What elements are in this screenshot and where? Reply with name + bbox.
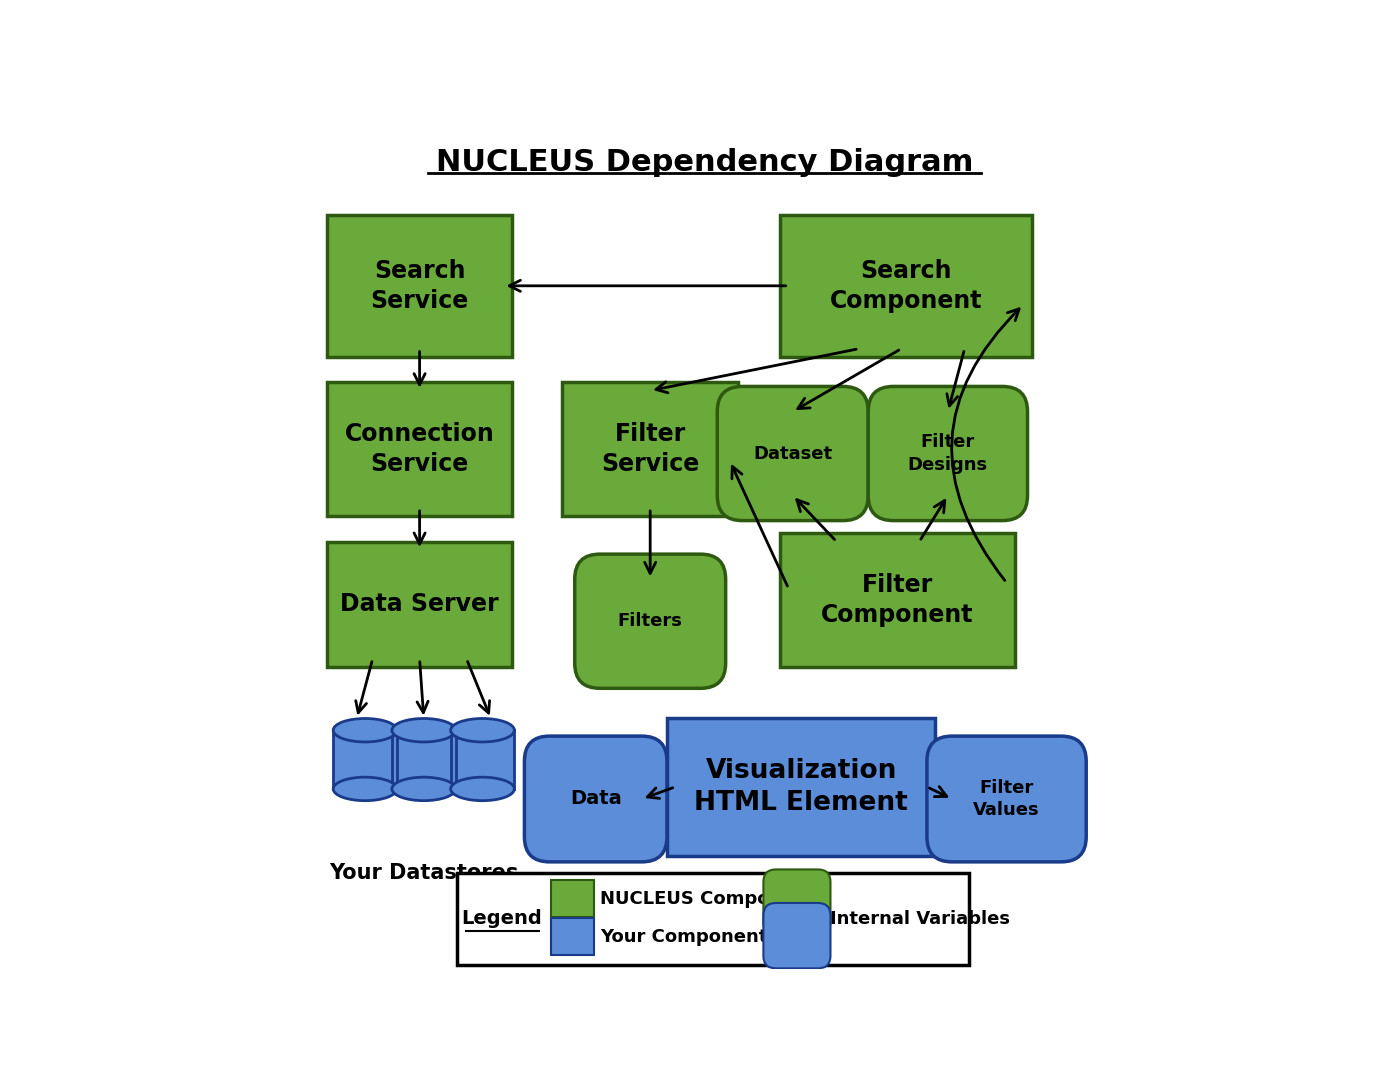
Text: NUCLEUS Dependency Diagram: NUCLEUS Dependency Diagram	[436, 148, 974, 178]
FancyBboxPatch shape	[763, 869, 830, 934]
Text: Filters: Filters	[617, 612, 682, 631]
Text: Visualization
HTML Element: Visualization HTML Element	[694, 758, 908, 816]
Bar	[451, 731, 514, 788]
Ellipse shape	[451, 778, 514, 800]
FancyBboxPatch shape	[458, 872, 969, 965]
Text: Dataset: Dataset	[754, 444, 832, 463]
FancyBboxPatch shape	[551, 880, 594, 917]
Ellipse shape	[333, 719, 397, 742]
Text: Data Server: Data Server	[340, 592, 499, 616]
Text: Search
Component: Search Component	[829, 259, 982, 313]
Ellipse shape	[392, 778, 455, 800]
FancyBboxPatch shape	[718, 387, 868, 521]
Text: Your Datastores: Your Datastores	[329, 862, 518, 883]
Bar	[392, 731, 455, 788]
FancyBboxPatch shape	[551, 918, 594, 955]
FancyBboxPatch shape	[868, 387, 1027, 521]
FancyBboxPatch shape	[327, 215, 512, 357]
FancyBboxPatch shape	[780, 215, 1031, 357]
FancyBboxPatch shape	[327, 382, 512, 516]
FancyBboxPatch shape	[780, 534, 1015, 668]
Ellipse shape	[451, 719, 514, 742]
FancyBboxPatch shape	[524, 736, 667, 861]
Bar	[333, 731, 397, 788]
FancyBboxPatch shape	[667, 718, 935, 856]
Text: Data: Data	[569, 790, 622, 808]
Text: Filter
Designs: Filter Designs	[908, 433, 987, 474]
FancyBboxPatch shape	[575, 554, 726, 688]
FancyBboxPatch shape	[562, 382, 738, 516]
Text: Filter
Component: Filter Component	[821, 574, 974, 627]
FancyBboxPatch shape	[327, 541, 512, 668]
Text: Connection
Service: Connection Service	[345, 423, 495, 476]
Ellipse shape	[392, 719, 455, 742]
Text: Legend: Legend	[462, 909, 542, 929]
Text: Internal Variables: Internal Variables	[830, 910, 1011, 928]
Text: Filter
Service: Filter Service	[601, 423, 700, 476]
Text: NUCLEUS Components: NUCLEUS Components	[600, 890, 826, 908]
Text: Search
Service: Search Service	[370, 259, 469, 313]
Text: Your Components: Your Components	[600, 928, 778, 946]
FancyBboxPatch shape	[763, 903, 830, 968]
Text: Filter
Values: Filter Values	[974, 779, 1040, 819]
FancyBboxPatch shape	[927, 736, 1086, 861]
Ellipse shape	[333, 778, 397, 800]
